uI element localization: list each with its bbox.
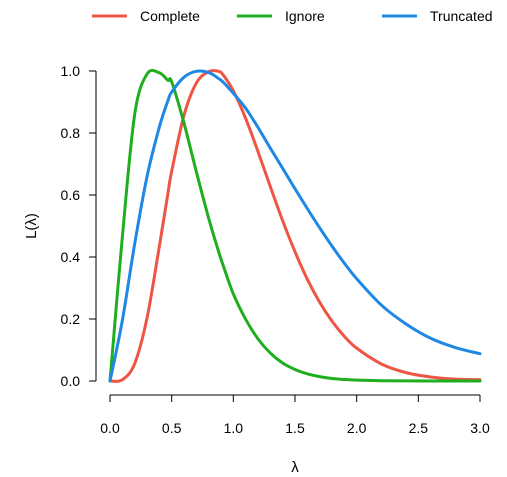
x-tick-label: 2.0 — [347, 420, 367, 436]
x-tick-label: 0.5 — [162, 420, 182, 436]
series-line-truncated — [108, 69, 482, 383]
x-axis-title: λ — [291, 459, 299, 476]
y-tick-label: 1.0 — [61, 63, 81, 79]
y-ticks: 0.0 0.2 0.4 0.6 0.8 1.0 — [61, 63, 96, 389]
legend-label: Complete — [140, 8, 200, 24]
x-ticks: 0.0 0.5 1.0 1.5 2.0 2.5 3.0 — [100, 395, 490, 436]
legend-item-complete: Complete — [92, 8, 200, 24]
y-axis-title: L(λ) — [23, 213, 40, 239]
y-tick-label: 0.4 — [61, 249, 81, 265]
y-tick-label: 0.2 — [61, 311, 81, 327]
x-tick-label: 0.0 — [100, 420, 120, 436]
legend-item-truncated: Truncated — [382, 8, 493, 24]
legend-label: Ignore — [285, 8, 325, 24]
series-lines — [108, 68, 482, 383]
legend: Complete Ignore Truncated — [92, 8, 493, 24]
x-tick-label: 1.5 — [285, 420, 305, 436]
legend-label: Truncated — [430, 8, 493, 24]
legend-item-ignore: Ignore — [237, 8, 325, 24]
y-tick-label: 0.8 — [61, 125, 81, 141]
series-line-complete — [108, 68, 482, 383]
x-tick-label: 3.0 — [470, 420, 490, 436]
x-tick-label: 2.5 — [409, 420, 429, 436]
y-tick-label: 0.6 — [61, 187, 81, 203]
y-tick-label: 0.0 — [61, 373, 81, 389]
series-line-ignore — [108, 68, 482, 383]
x-tick-label: 1.0 — [224, 420, 244, 436]
